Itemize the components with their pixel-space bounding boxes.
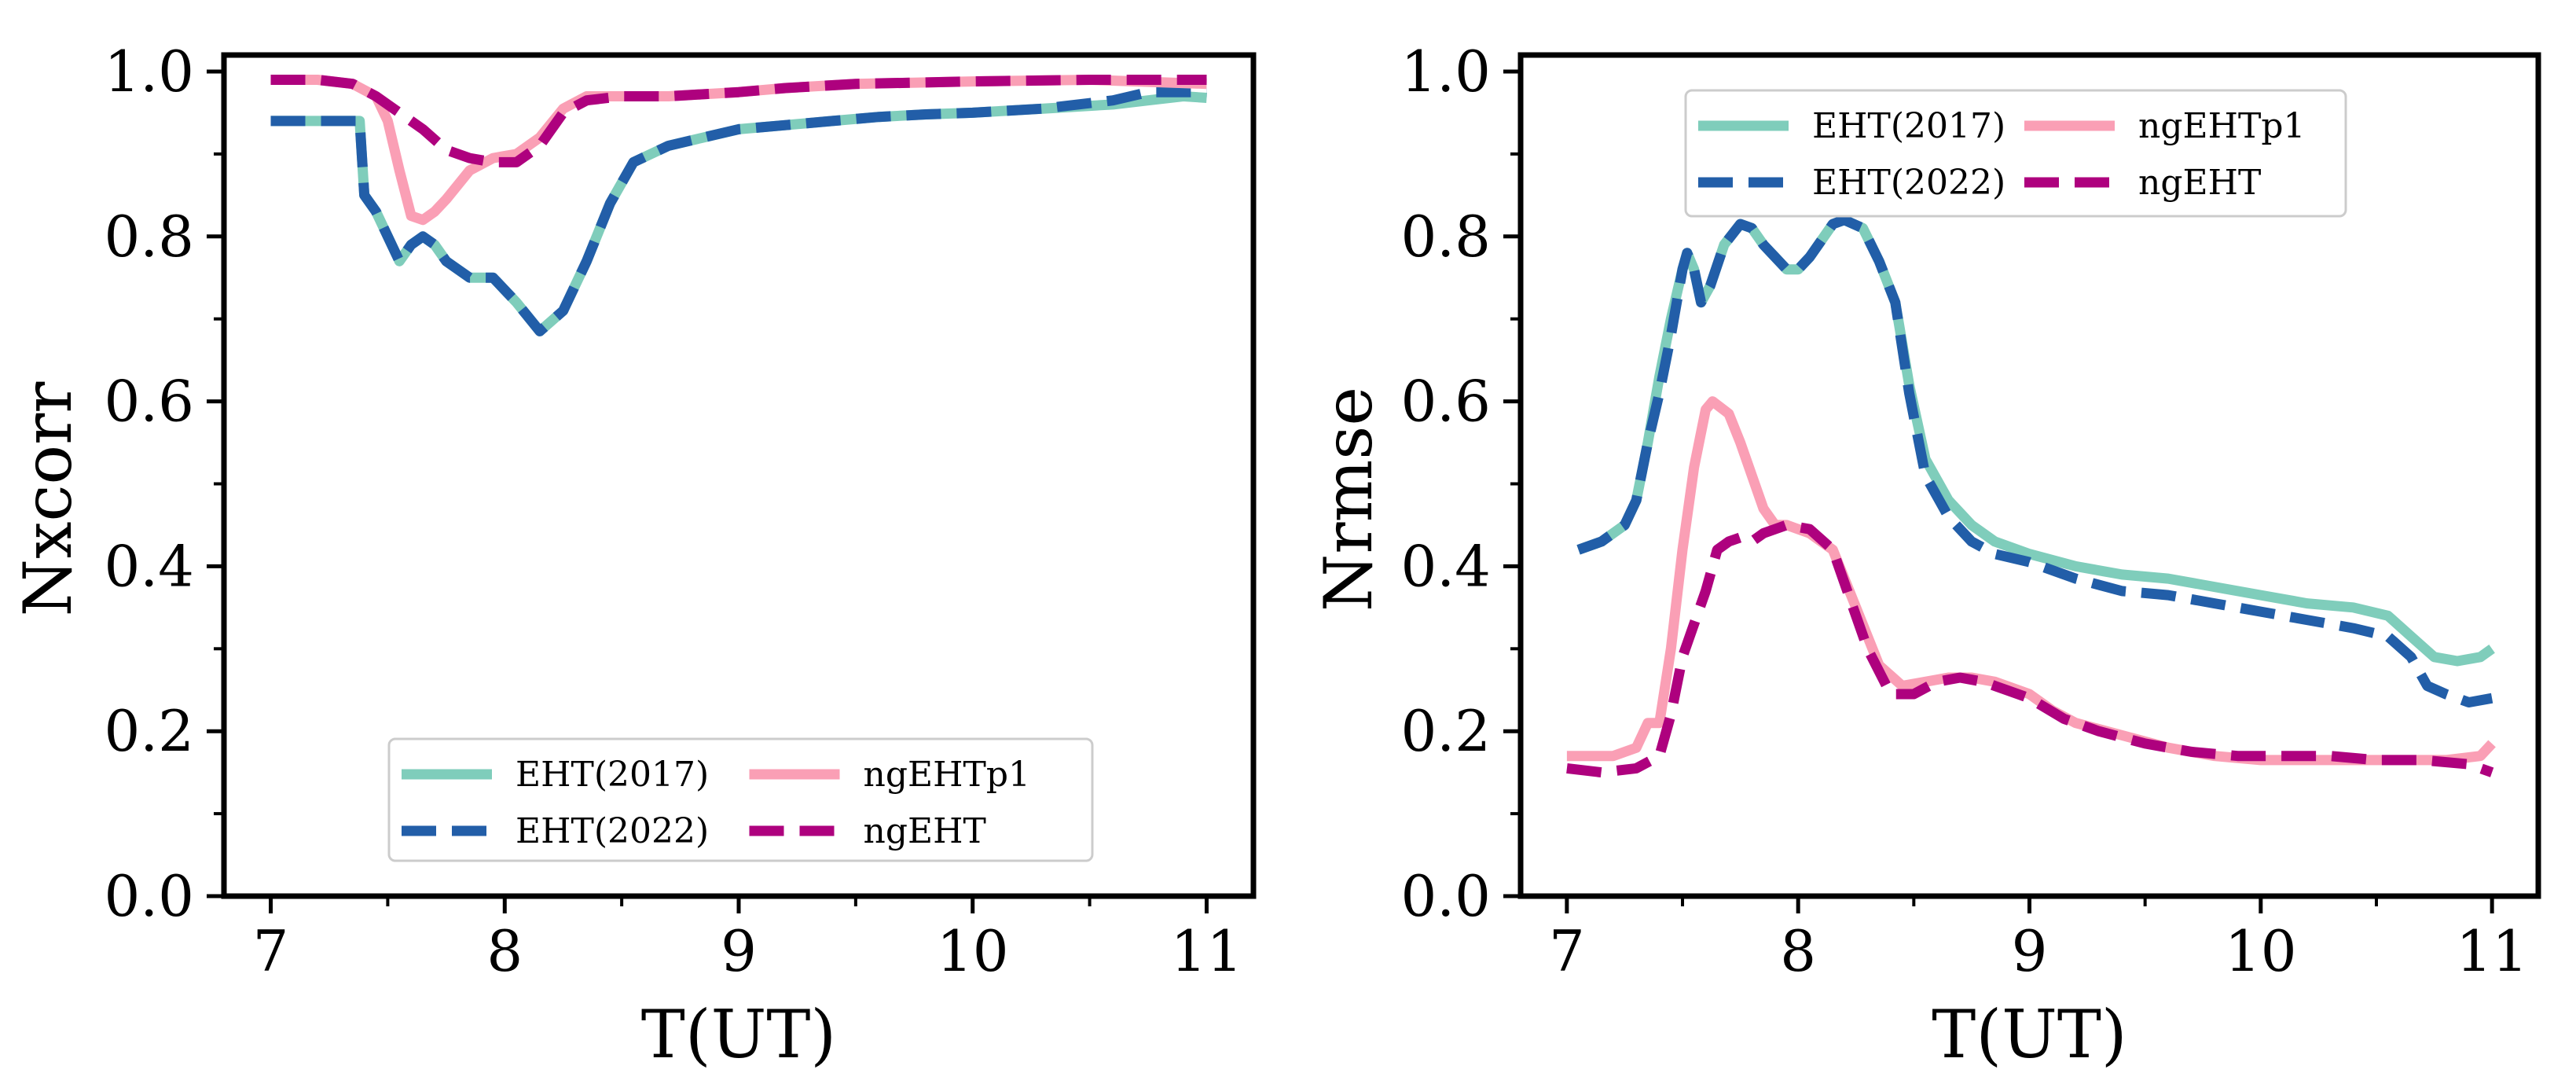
legend-label: EHT(2022) bbox=[516, 811, 709, 851]
legend-label: ngEHTp1 bbox=[864, 755, 1031, 795]
nrmse-x-tick-label: 7 bbox=[1549, 918, 1585, 984]
nrmse-y-axis-label: Nrmse bbox=[1310, 387, 1387, 612]
nrmse-series-eht-2022 bbox=[1576, 215, 2493, 707]
nxcorr-x-tick-label: 9 bbox=[721, 918, 757, 984]
nrmse-axes-frame bbox=[1517, 52, 2541, 899]
nxcorr-y-tick-label: 1.0 bbox=[104, 39, 194, 105]
nxcorr-y-tick-label: 0.6 bbox=[104, 369, 194, 435]
nrmse-ticks: 7 8 9 10 11 0.0 0.2 0.4 0.6 0.8 1.0 bbox=[1400, 39, 2527, 984]
nxcorr-y-tick-label: 0.4 bbox=[104, 533, 194, 599]
nrmse-y-tick-label: 0.6 bbox=[1400, 369, 1491, 435]
nrmse-y-tick-label: 0.4 bbox=[1400, 533, 1491, 599]
nrmse-panel: 7 8 9 10 11 0.0 0.2 0.4 0.6 0.8 1.0 T(UT) Nrmse EH… bbox=[1310, 39, 2541, 1073]
nxcorr-x-tick-label: 7 bbox=[253, 918, 289, 984]
nxcorr-x-tick-label: 10 bbox=[937, 918, 1009, 984]
legend-label: ngEHTp1 bbox=[2138, 106, 2306, 146]
legend-label: ngEHT bbox=[2138, 163, 2261, 203]
nxcorr-lines bbox=[270, 75, 1207, 336]
nxcorr-axes-frame bbox=[221, 52, 1257, 899]
nrmse-x-tick-label: 8 bbox=[1780, 918, 1816, 984]
legend-label: EHT(2017) bbox=[516, 755, 709, 795]
nxcorr-y-axis-label: Nxcorr bbox=[9, 381, 86, 617]
nrmse-x-tick-label: 9 bbox=[2012, 918, 2048, 984]
nrmse-x-tick-label: 11 bbox=[2456, 918, 2528, 984]
nxcorr-ticks: 7 8 9 10 11 0.0 0.2 0.4 0.6 0.8 1.0 bbox=[104, 39, 1242, 984]
nrmse-lines bbox=[1566, 215, 2496, 778]
nxcorr-panel: 7 8 9 10 11 0.0 0.2 0.4 0.6 0.8 1.0 T(UT) Nxcorr E… bbox=[9, 39, 1257, 1073]
legend-label: EHT(2017) bbox=[1812, 106, 2005, 146]
nxcorr-series-eht-2022 bbox=[270, 86, 1207, 336]
nrmse-legend-box bbox=[1684, 89, 2347, 218]
legend-label: ngEHT bbox=[864, 811, 986, 851]
nxcorr-series-ngeht bbox=[270, 75, 1207, 167]
nrmse-y-tick-label: 1.0 bbox=[1400, 39, 1491, 105]
nxcorr-x-tick-label: 8 bbox=[486, 918, 523, 984]
nrmse-series-ngeht bbox=[1566, 520, 2494, 778]
legend-label: EHT(2022) bbox=[1812, 163, 2005, 203]
nxcorr-y-tick-label: 0.0 bbox=[104, 863, 194, 929]
nrmse-x-axis-label: T(UT) bbox=[1932, 996, 2126, 1073]
nrmse-legend: EHT(2017) EHT(2022) ngEHTp1 ngEHT bbox=[1684, 89, 2347, 218]
nrmse-y-tick-label: 0.8 bbox=[1400, 204, 1491, 270]
nrmse-y-tick-label: 0.2 bbox=[1400, 698, 1491, 764]
nrmse-x-tick-label: 10 bbox=[2225, 918, 2297, 984]
nxcorr-x-tick-label: 11 bbox=[1171, 918, 1243, 984]
nxcorr-legend: EHT(2017) EHT(2022) ngEHTp1 ngEHT bbox=[387, 737, 1094, 862]
nxcorr-legend-box bbox=[387, 737, 1094, 862]
nxcorr-y-tick-label: 0.2 bbox=[104, 698, 194, 764]
nxcorr-x-axis-label: T(UT) bbox=[641, 996, 836, 1073]
nxcorr-y-tick-label: 0.8 bbox=[104, 204, 194, 270]
nrmse-y-tick-label: 0.0 bbox=[1400, 863, 1491, 929]
